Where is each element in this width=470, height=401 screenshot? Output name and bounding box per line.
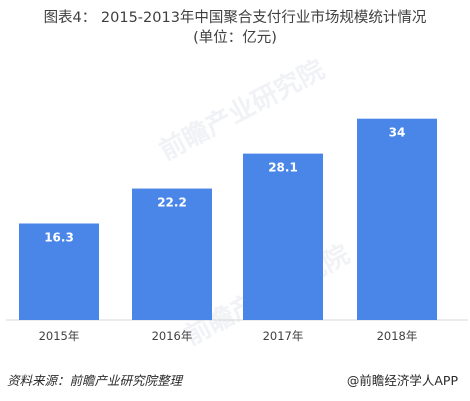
chart-title: 图表4： 2015-2013年中国聚合支付行业市场规模统计情况 (单位：亿元) — [0, 8, 470, 48]
value-label-0: 16.3 — [44, 230, 74, 244]
x-tick-label-2: 2017年 — [263, 329, 304, 343]
publisher-credit: @前瞻经济学人APP — [346, 373, 458, 388]
chart-title-line-2: (单位：亿元) — [193, 30, 277, 46]
value-label-3: 34 — [389, 126, 406, 140]
bar-2 — [243, 153, 323, 320]
source-note: 资料来源：前瞻产业研究院整理 — [7, 373, 183, 388]
x-tick-label-1: 2016年 — [152, 329, 193, 343]
x-tick-label-3: 2018年 — [377, 329, 418, 343]
chart-title-line-1: 图表4： 2015-2013年中国聚合支付行业市场规模统计情况 — [43, 10, 427, 26]
bar-0 — [19, 223, 99, 320]
bar-3 — [357, 118, 437, 321]
bar-1 — [132, 188, 212, 320]
x-tick-label-0: 2015年 — [39, 329, 80, 343]
value-label-2: 28.1 — [268, 161, 298, 175]
value-label-1: 22.2 — [157, 196, 187, 210]
